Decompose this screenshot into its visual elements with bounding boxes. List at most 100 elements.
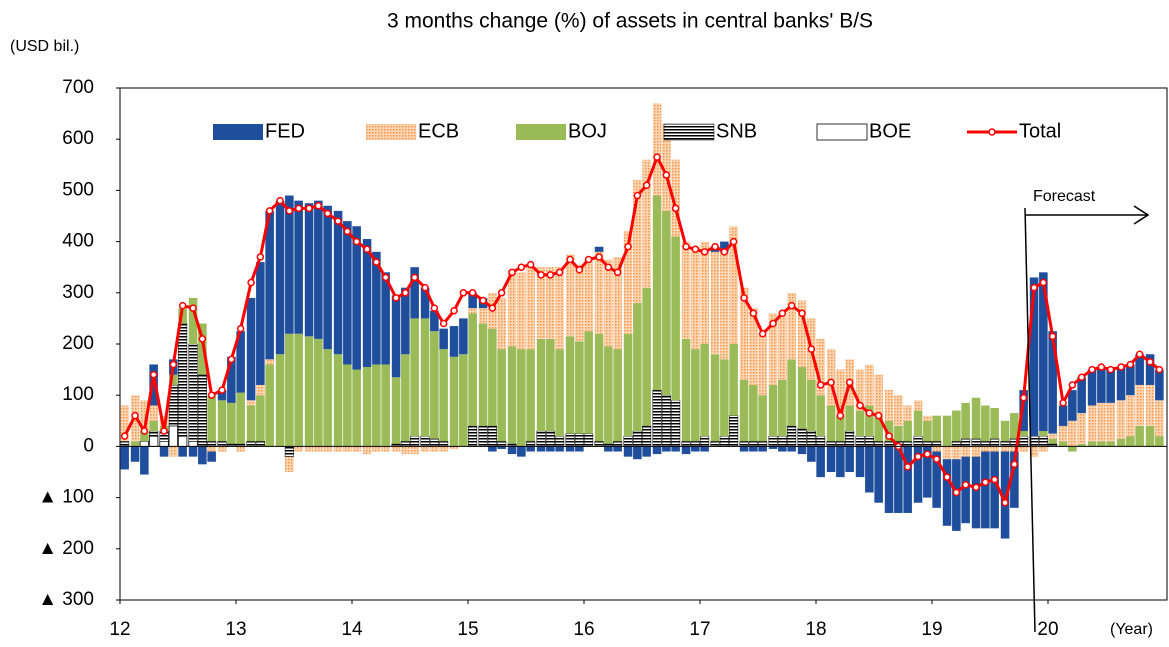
total-marker bbox=[497, 289, 506, 297]
total-marker bbox=[323, 209, 332, 218]
bar bbox=[623, 333, 633, 437]
x-tick-label: 18 bbox=[805, 619, 826, 640]
bar bbox=[1019, 390, 1028, 432]
bar bbox=[198, 446, 207, 465]
y-tick-label: 700 bbox=[62, 77, 94, 98]
bar bbox=[256, 384, 265, 396]
bar bbox=[372, 364, 381, 447]
bar bbox=[1019, 446, 1028, 452]
total-marker bbox=[459, 289, 468, 297]
bar bbox=[555, 435, 565, 447]
bar bbox=[1126, 364, 1135, 396]
bar bbox=[159, 440, 169, 447]
bar bbox=[1126, 395, 1135, 437]
bar bbox=[294, 333, 303, 447]
bar bbox=[120, 446, 129, 470]
bar bbox=[691, 446, 700, 452]
bar bbox=[236, 446, 245, 452]
bar bbox=[159, 446, 169, 457]
bar bbox=[420, 435, 430, 447]
bar bbox=[575, 446, 584, 452]
bar bbox=[255, 441, 265, 447]
bar bbox=[246, 297, 256, 401]
bar bbox=[575, 341, 584, 434]
bar bbox=[720, 359, 729, 437]
bar bbox=[1145, 384, 1155, 426]
bar bbox=[690, 441, 700, 447]
bar bbox=[971, 397, 981, 439]
bar bbox=[439, 349, 448, 442]
bar bbox=[1000, 420, 1010, 442]
total-marker bbox=[662, 171, 671, 179]
total-marker bbox=[961, 481, 970, 489]
bar bbox=[178, 446, 187, 457]
bar bbox=[256, 395, 265, 442]
bar bbox=[816, 395, 825, 437]
bar bbox=[275, 200, 285, 355]
bar bbox=[1106, 367, 1115, 403]
bars bbox=[120, 103, 1164, 539]
bar bbox=[1068, 446, 1077, 452]
bar bbox=[913, 446, 923, 503]
bar bbox=[594, 333, 604, 442]
bar bbox=[681, 446, 691, 455]
bar bbox=[1077, 413, 1086, 444]
total-marker bbox=[943, 473, 951, 481]
bar bbox=[507, 346, 517, 444]
bar bbox=[1106, 441, 1115, 447]
bar bbox=[1000, 451, 1010, 539]
bar bbox=[932, 441, 942, 447]
total-marker bbox=[787, 301, 796, 310]
bar bbox=[836, 415, 845, 442]
bar bbox=[662, 123, 671, 211]
bar bbox=[333, 354, 343, 447]
bar bbox=[652, 195, 662, 391]
bar bbox=[749, 446, 758, 452]
total-marker bbox=[1039, 278, 1048, 287]
bar bbox=[797, 428, 807, 447]
total-marker bbox=[903, 463, 912, 471]
total-marker bbox=[749, 309, 758, 318]
total-marker bbox=[613, 268, 622, 277]
total-marker bbox=[642, 181, 651, 190]
bar bbox=[787, 425, 797, 447]
total-marker bbox=[671, 204, 680, 213]
bar bbox=[952, 446, 961, 460]
bar bbox=[604, 446, 613, 452]
bar bbox=[884, 441, 894, 447]
bar bbox=[942, 446, 952, 460]
bar bbox=[120, 441, 130, 447]
total-marker bbox=[392, 294, 400, 302]
bar bbox=[410, 446, 419, 455]
bar bbox=[633, 303, 642, 432]
bar bbox=[797, 367, 807, 429]
total-marker bbox=[778, 309, 787, 318]
legend-label: BOJ bbox=[568, 120, 607, 142]
total-marker bbox=[1010, 460, 1019, 469]
total-marker bbox=[488, 304, 497, 312]
bar bbox=[1087, 405, 1097, 442]
y-tick-label: ▲ 300 bbox=[38, 589, 94, 610]
bar bbox=[488, 446, 497, 452]
bar bbox=[1010, 451, 1019, 508]
bar bbox=[381, 364, 390, 447]
bar bbox=[1048, 433, 1057, 439]
bar bbox=[613, 349, 622, 442]
total-marker bbox=[923, 450, 932, 458]
total-marker bbox=[856, 401, 864, 410]
bar bbox=[729, 226, 738, 344]
bar bbox=[488, 328, 497, 426]
bar bbox=[797, 446, 807, 455]
bar bbox=[768, 446, 778, 449]
bar bbox=[430, 446, 439, 452]
total-marker bbox=[314, 202, 323, 210]
bar bbox=[826, 446, 836, 472]
bar bbox=[758, 446, 767, 452]
total-marker bbox=[247, 278, 255, 287]
legend-label: ECB bbox=[418, 120, 459, 142]
bar bbox=[613, 256, 622, 350]
total-marker bbox=[1126, 360, 1135, 369]
total-marker bbox=[343, 227, 352, 236]
bar bbox=[1058, 441, 1068, 447]
bar bbox=[700, 344, 709, 437]
